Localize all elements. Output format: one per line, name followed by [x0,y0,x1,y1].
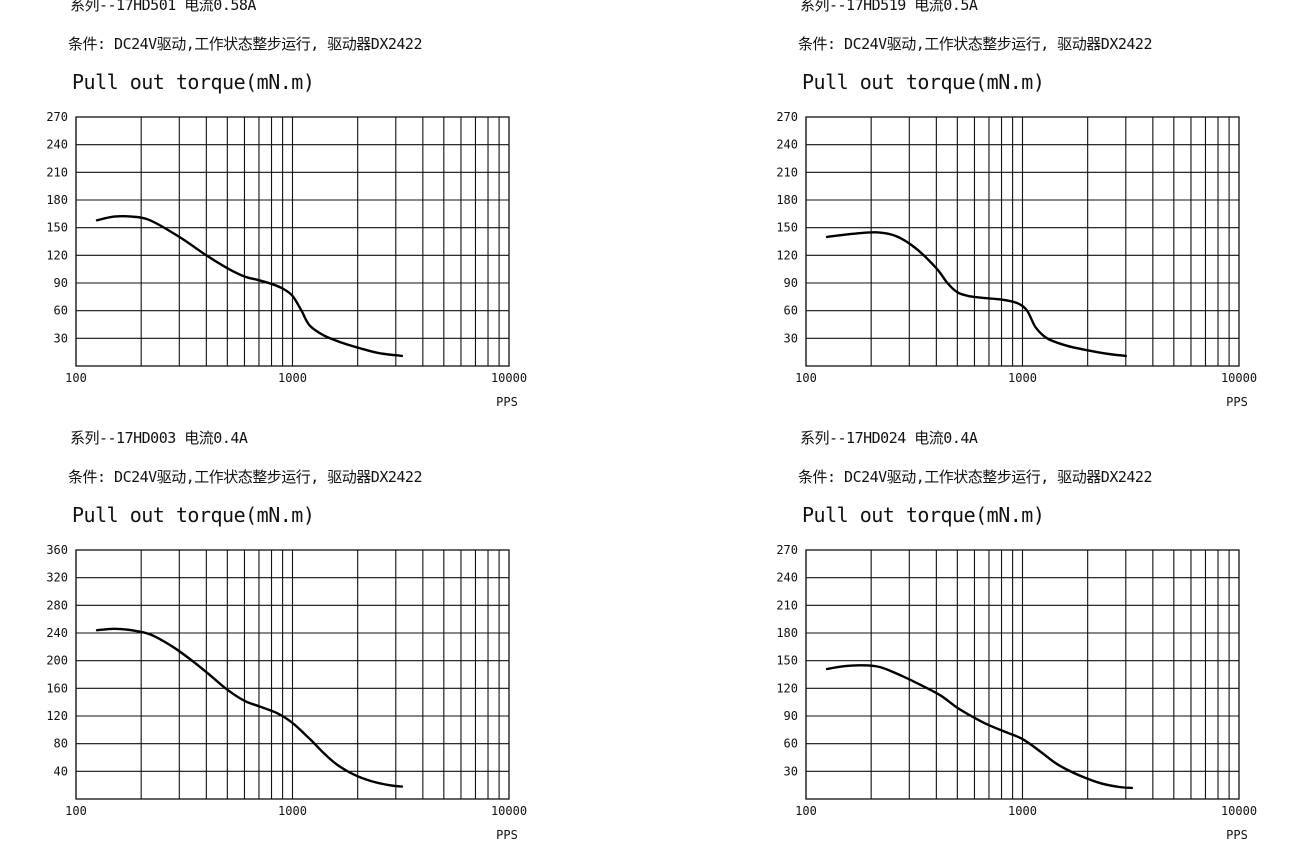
y-tick-label: 30 [784,331,798,345]
x-tick-label: 10000 [491,804,527,818]
y-tick-label: 320 [46,571,68,585]
y-tick-label: 120 [776,248,798,262]
torque-chart-svg: 30 60 90 120 150 180 210 240 270 100 1000 10000 PPS [776,543,1257,842]
x-tick-label: 1000 [278,804,307,818]
torque-curve [825,664,1134,790]
y-tick-label: 150 [776,221,798,235]
x-tick-label: 1000 [278,371,307,385]
y-tick-label: 240 [46,626,68,640]
x-tick-label: 10000 [491,371,527,385]
torque-chart-svg: 40 80 120 160 200 240 280 320 360 100 1000 10000 PPS [46,543,527,842]
x-tick-label: 100 [795,371,817,385]
y-tick-label: 210 [46,165,68,179]
test-condition-label: 条件: DC24V驱动,工作状态整步运行, 驱动器DX2422 [798,35,1153,53]
torque-chart-svg: 30 60 90 120 150 180 210 240 270 100 1000 10000 PPS [776,110,1257,409]
torque-chart-svg: 30 60 90 120 150 180 210 240 270 100 1000 10000 PPS [46,110,527,409]
y-tick-label: 120 [776,681,798,695]
y-tick-label: 80 [54,737,68,751]
y-tick-label: 210 [776,598,798,612]
plot-frame [805,116,1240,367]
torque-chart-panel-4: 系列--17HD024 电流0.4A 条件: DC24V驱动,工作状态整步运行,… [730,429,1290,853]
y-tick-label: 120 [46,709,68,723]
chart-title: Pull out torque(mN.m) [72,503,315,527]
x-axis-label: PPS [496,395,518,409]
y-tick-label: 180 [776,626,798,640]
torque-curve [95,214,404,358]
test-condition-label: 条件: DC24V驱动,工作状态整步运行, 驱动器DX2422 [68,35,423,53]
y-tick-label: 60 [784,737,798,751]
y-tick-label: 280 [46,598,68,612]
x-axis-label: PPS [1226,395,1248,409]
y-tick-label: 270 [46,110,68,124]
x-axis-label: PPS [496,828,518,842]
y-tick-label: 360 [46,543,68,557]
x-tick-label: 100 [65,804,87,818]
series-current-label: 系列--17HD024 电流0.4A [800,429,978,447]
y-tick-label: 40 [54,764,68,778]
torque-curve [95,627,404,788]
chart-title: Pull out torque(mN.m) [802,503,1045,527]
chart-title: Pull out torque(mN.m) [802,70,1045,94]
y-tick-label: 210 [776,165,798,179]
y-tick-label: 60 [784,304,798,318]
y-tick-label: 180 [776,193,798,207]
torque-chart-panel-3: 系列--17HD003 电流0.4A 条件: DC24V驱动,工作状态整步运行,… [0,429,560,853]
torque-chart-panel-2: 系列--17HD519 电流0.5A 条件: DC24V驱动,工作状态整步运行,… [730,0,1290,420]
y-tick-label: 150 [776,654,798,668]
series-current-label: 系列--17HD003 电流0.4A [70,429,248,447]
y-tick-label: 200 [46,654,68,668]
y-tick-label: 30 [54,331,68,345]
chart-title: Pull out torque(mN.m) [72,70,315,94]
y-tick-label: 90 [784,276,798,290]
y-tick-label: 90 [784,709,798,723]
y-tick-label: 240 [776,138,798,152]
x-tick-label: 10000 [1221,371,1257,385]
x-tick-label: 10000 [1221,804,1257,818]
x-tick-label: 100 [65,371,87,385]
y-tick-label: 240 [46,138,68,152]
y-tick-label: 240 [776,571,798,585]
x-tick-label: 1000 [1008,371,1037,385]
torque-curve [825,231,1127,358]
plot-frame [75,116,510,367]
y-tick-label: 90 [54,276,68,290]
torque-chart-panel-1: 系列--17HD501 电流0.58A 条件: DC24V驱动,工作状态整步运行… [0,0,560,420]
x-axis-label: PPS [1226,828,1248,842]
test-condition-label: 条件: DC24V驱动,工作状态整步运行, 驱动器DX2422 [68,468,423,486]
plot-frame [75,549,510,800]
y-tick-label: 160 [46,681,68,695]
y-tick-label: 60 [54,304,68,318]
y-tick-label: 30 [784,764,798,778]
series-current-label: 系列--17HD501 电流0.58A [70,0,256,14]
y-tick-label: 270 [776,110,798,124]
series-current-label: 系列--17HD519 电流0.5A [800,0,978,14]
y-tick-label: 150 [46,221,68,235]
test-condition-label: 条件: DC24V驱动,工作状态整步运行, 驱动器DX2422 [798,468,1153,486]
y-tick-label: 120 [46,248,68,262]
y-tick-label: 270 [776,543,798,557]
x-tick-label: 1000 [1008,804,1037,818]
y-tick-label: 180 [46,193,68,207]
x-tick-label: 100 [795,804,817,818]
plot-frame [805,549,1240,800]
